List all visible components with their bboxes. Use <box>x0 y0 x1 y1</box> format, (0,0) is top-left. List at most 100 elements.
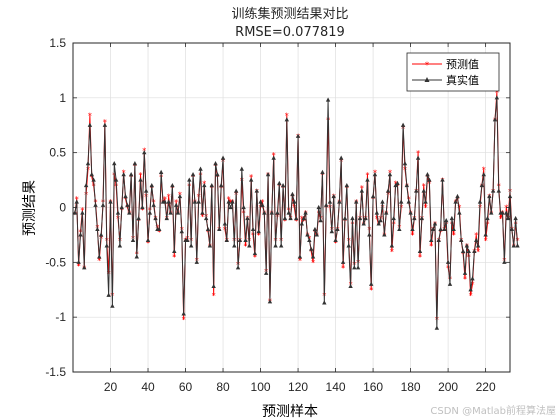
y-tick-label: 0.5 <box>49 146 66 160</box>
data-point-actual <box>354 199 359 204</box>
data-point-actual <box>504 210 509 215</box>
data-point-actual <box>205 226 211 232</box>
data-point-actual <box>429 237 434 242</box>
data-point-actual <box>425 172 430 177</box>
data-point-actual <box>494 95 500 100</box>
data-point-predicted: * <box>229 198 233 207</box>
x-tick-label: 200 <box>438 380 458 394</box>
data-point-predicted: * <box>499 215 503 224</box>
data-point-predicted: * <box>200 212 204 221</box>
data-point-actual <box>331 193 336 199</box>
data-point-predicted: * <box>311 259 315 268</box>
data-point-actual <box>213 161 218 166</box>
data-point-predicted: * <box>253 253 257 262</box>
data-point-predicted: * <box>375 215 379 224</box>
data-point-actual <box>515 243 520 248</box>
data-point-actual <box>412 215 417 221</box>
data-point-predicted: * <box>167 193 171 202</box>
data-point-actual <box>295 133 301 138</box>
data-point-actual <box>98 232 104 237</box>
data-point-actual <box>97 254 102 259</box>
data-point-predicted: * <box>485 220 489 229</box>
data-point-predicted: * <box>172 253 176 262</box>
data-point-actual <box>389 243 395 248</box>
series-layer: * * * * * * * * * * * * * * * * * * * * * * * * * * * * * * * * * * * * * * * *… <box>72 89 520 330</box>
data-point-actual <box>453 199 458 204</box>
data-point-actual <box>445 259 451 264</box>
data-point-actual <box>468 287 473 292</box>
data-point-predicted: * <box>446 264 450 273</box>
data-point-actual <box>158 169 164 175</box>
data-point-actual <box>513 215 518 221</box>
data-point-actual <box>168 210 173 215</box>
data-point-actual <box>192 199 198 204</box>
data-point-actual <box>348 283 353 289</box>
data-point-actual <box>355 265 361 270</box>
data-point-actual <box>361 221 366 226</box>
data-point-actual <box>466 248 471 253</box>
data-point-predicted: * <box>97 256 101 265</box>
data-point-actual <box>474 237 479 242</box>
data-point-actual <box>123 193 128 199</box>
data-point-actual <box>382 232 387 237</box>
data-point-actual <box>260 202 265 207</box>
x-tick-label: 20 <box>104 380 118 394</box>
data-point-actual <box>303 210 308 215</box>
data-point-actual <box>82 265 87 270</box>
data-point-actual <box>143 188 149 193</box>
data-point-actual <box>417 248 423 253</box>
plot-axes: * * * * * * * * * * * * * * * * * * * * * * * * * * * * * * * * * * * * * * * *… <box>45 36 520 394</box>
data-point-predicted: * <box>300 215 304 224</box>
data-point-actual <box>93 202 98 207</box>
data-point-actual <box>357 215 363 221</box>
data-point-actual <box>76 259 81 264</box>
data-point-actual <box>475 243 481 248</box>
data-point-actual <box>196 199 201 204</box>
data-point-predicted: * <box>495 89 499 98</box>
data-point-predicted: * <box>139 171 143 180</box>
data-point-actual <box>414 188 419 193</box>
y-axis-label: 预测结果 <box>22 180 38 236</box>
data-point-predicted: * <box>457 204 461 213</box>
data-point-actual <box>207 243 213 248</box>
data-point-actual <box>427 177 432 182</box>
data-point-actual <box>339 155 344 160</box>
data-point-predicted: * <box>309 248 313 257</box>
data-point-actual <box>250 226 256 232</box>
data-point-predicted: * <box>474 231 478 240</box>
data-point-actual <box>222 221 228 226</box>
data-point-actual <box>404 182 410 188</box>
data-point-actual <box>310 254 316 259</box>
data-point-actual <box>301 215 306 221</box>
data-point-actual <box>230 199 235 204</box>
data-point-actual <box>423 199 428 204</box>
data-point-actual <box>108 199 113 204</box>
data-point-predicted: * <box>298 256 302 265</box>
data-point-predicted: * <box>182 316 186 325</box>
data-point-actual <box>237 237 243 242</box>
data-point-actual <box>312 226 318 232</box>
data-point-predicted: * <box>283 217 287 226</box>
data-point-actual <box>166 199 171 204</box>
data-point-predicted: * <box>90 173 94 182</box>
data-point-actual <box>400 122 406 127</box>
y-tick-label: 1 <box>59 91 66 105</box>
x-tick-label: 140 <box>326 380 346 394</box>
data-point-actual <box>265 172 271 177</box>
data-point-actual <box>292 199 297 204</box>
data-point-actual <box>110 303 115 308</box>
x-tick-label: 120 <box>288 380 308 394</box>
data-point-predicted: * <box>410 231 414 240</box>
legend-label-actual: 真实值 <box>446 73 479 87</box>
data-point-predicted: * <box>77 262 81 271</box>
data-point-actual <box>209 182 214 188</box>
data-point-actual <box>91 177 96 182</box>
data-point-actual <box>87 122 93 127</box>
data-point-predicted: * <box>285 112 289 121</box>
data-point-actual <box>323 202 329 207</box>
data-point-predicted: * <box>452 231 456 240</box>
data-point-actual <box>502 259 507 264</box>
data-point-actual <box>308 246 314 251</box>
data-point-actual <box>444 218 449 223</box>
